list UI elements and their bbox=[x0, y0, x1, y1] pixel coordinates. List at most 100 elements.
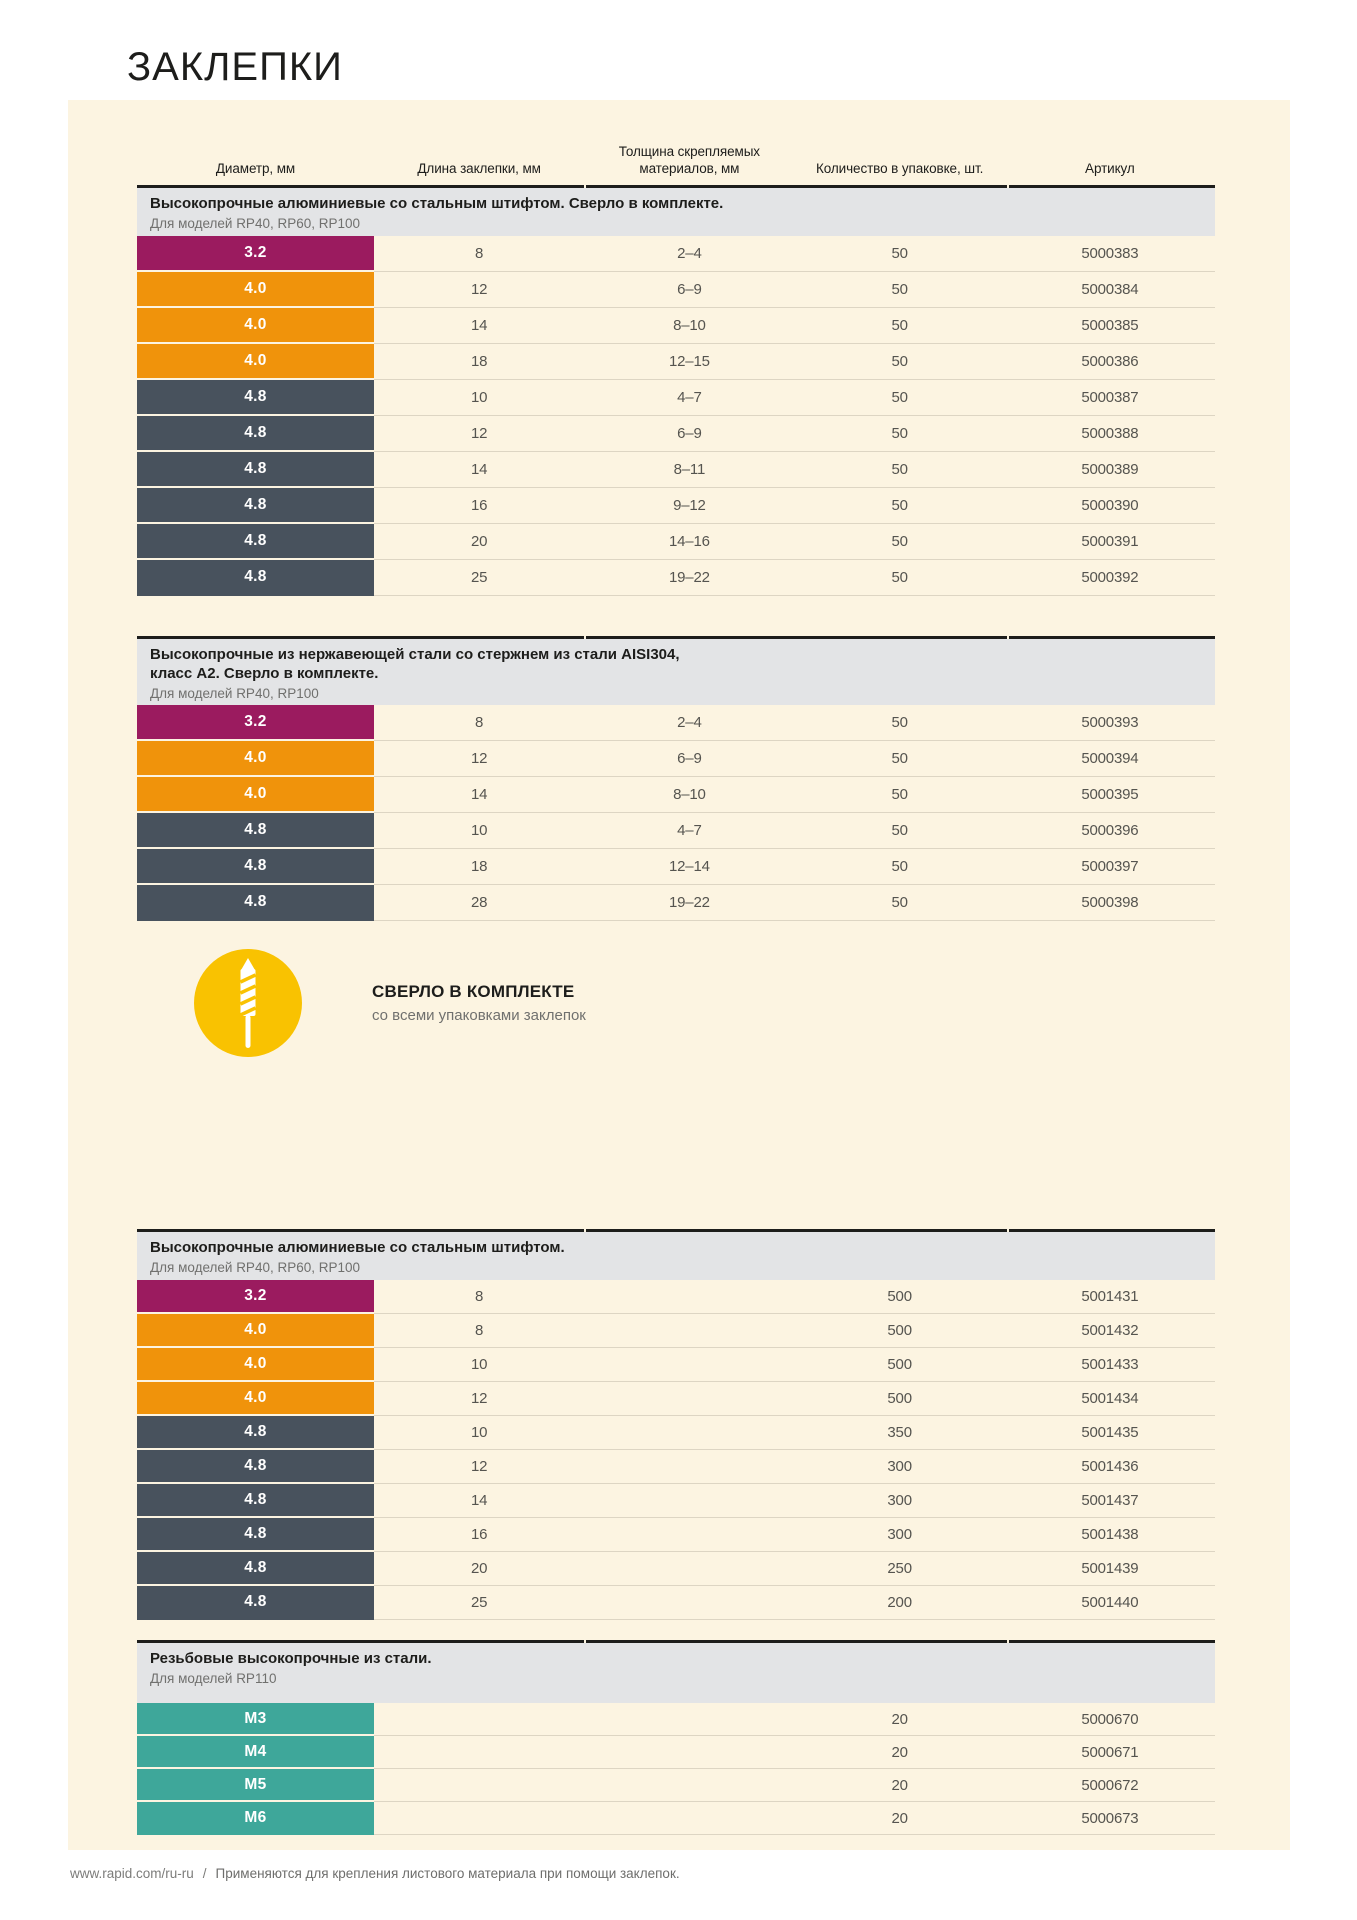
cell-article: 5000388 bbox=[1004, 416, 1215, 452]
table-row: 4.8 12 300 5001436 bbox=[137, 1450, 1215, 1484]
cell-thickness bbox=[584, 1769, 795, 1802]
footer-url[interactable]: www.rapid.com/ru-ru bbox=[70, 1866, 194, 1881]
cell-quantity: 300 bbox=[794, 1484, 1005, 1518]
section-subtitle: Для моделей RP40, RP60, RP100 bbox=[150, 215, 361, 231]
cell-thickness bbox=[584, 1314, 795, 1348]
table-row: M4 20 5000671 bbox=[137, 1736, 1215, 1769]
cell-quantity: 350 bbox=[794, 1416, 1005, 1450]
table-row: 4.0 8 500 5001432 bbox=[137, 1314, 1215, 1348]
cell-quantity: 250 bbox=[794, 1552, 1005, 1586]
drill-badge-text: СВЕРЛО В КОМПЛЕКТЕ со всеми упаковками з… bbox=[372, 982, 586, 1024]
cell-diameter: 4.0 bbox=[137, 272, 374, 308]
section-header: Резьбовые высокопрочные из стали. Для мо… bbox=[137, 1643, 1215, 1703]
section-header: Высокопрочные из нержавеющей стали со ст… bbox=[137, 639, 1215, 705]
cell-quantity: 20 bbox=[794, 1769, 1005, 1802]
cell-length: 14 bbox=[374, 308, 585, 344]
sections-top: Высокопрочные алюминиевые со стальным шт… bbox=[137, 185, 1215, 921]
cell-length: 12 bbox=[374, 1450, 585, 1484]
table-row: 4.8 10 350 5001435 bbox=[137, 1416, 1215, 1450]
table-row: 4.0 12 6–9 50 5000394 bbox=[137, 741, 1215, 777]
cell-length: 10 bbox=[374, 380, 585, 416]
cell-quantity: 300 bbox=[794, 1450, 1005, 1484]
cell-length: 16 bbox=[374, 488, 585, 524]
cell-thickness bbox=[584, 1703, 795, 1736]
cell-thickness: 12–14 bbox=[584, 849, 795, 885]
table-row: 4.8 14 300 5001437 bbox=[137, 1484, 1215, 1518]
cell-length: 18 bbox=[374, 344, 585, 380]
cell-diameter: 4.8 bbox=[137, 813, 374, 849]
cell-article: 5001436 bbox=[1004, 1450, 1215, 1484]
cell-thickness bbox=[584, 1450, 795, 1484]
cell-length: 8 bbox=[374, 1280, 585, 1314]
cell-thickness bbox=[584, 1518, 795, 1552]
cell-length: 14 bbox=[374, 777, 585, 813]
cell-thickness: 8–10 bbox=[584, 308, 795, 344]
cell-diameter: M6 bbox=[137, 1802, 374, 1835]
cell-diameter: 3.2 bbox=[137, 236, 374, 272]
cell-thickness: 19–22 bbox=[584, 560, 795, 596]
cell-diameter: 4.0 bbox=[137, 777, 374, 813]
cell-length: 10 bbox=[374, 1348, 585, 1382]
cell-thickness: 6–9 bbox=[584, 741, 795, 777]
cell-quantity: 20 bbox=[794, 1703, 1005, 1736]
cell-quantity: 300 bbox=[794, 1518, 1005, 1552]
table-row: 4.8 20 250 5001439 bbox=[137, 1552, 1215, 1586]
cell-quantity: 20 bbox=[794, 1802, 1005, 1835]
column-header-quantity: Количество в упаковке, шт. bbox=[816, 161, 984, 177]
content-panel: Диаметр, мм Длина заклепки, мм Толщина с… bbox=[68, 100, 1290, 1850]
cell-quantity: 50 bbox=[794, 813, 1005, 849]
cell-diameter: 4.8 bbox=[137, 380, 374, 416]
cell-thickness bbox=[584, 1802, 795, 1835]
cell-thickness bbox=[584, 1348, 795, 1382]
cell-quantity: 50 bbox=[794, 524, 1005, 560]
table-row: 4.0 14 8–10 50 5000395 bbox=[137, 777, 1215, 813]
cell-diameter: 4.0 bbox=[137, 1348, 374, 1382]
cell-article: 5000397 bbox=[1004, 849, 1215, 885]
section-header: Высокопрочные алюминиевые со стальным шт… bbox=[137, 188, 1215, 236]
cell-diameter: 4.8 bbox=[137, 849, 374, 885]
cell-quantity: 500 bbox=[794, 1314, 1005, 1348]
cell-thickness: 4–7 bbox=[584, 813, 795, 849]
table-row: 4.0 14 8–10 50 5000385 bbox=[137, 308, 1215, 344]
section-top-rule bbox=[137, 1640, 1215, 1643]
cell-thickness: 12–15 bbox=[584, 344, 795, 380]
section-title: Резьбовые высокопрочные из стали. bbox=[150, 1650, 432, 1667]
cell-quantity: 50 bbox=[794, 380, 1005, 416]
table-row: 4.8 28 19–22 50 5000398 bbox=[137, 885, 1215, 921]
cell-quantity: 50 bbox=[794, 560, 1005, 596]
cell-article: 5000384 bbox=[1004, 272, 1215, 308]
cell-length: 20 bbox=[374, 1552, 585, 1586]
cell-article: 5001437 bbox=[1004, 1484, 1215, 1518]
cell-length: 10 bbox=[374, 1416, 585, 1450]
table-row: 4.8 10 4–7 50 5000396 bbox=[137, 813, 1215, 849]
cell-diameter: 4.8 bbox=[137, 1484, 374, 1518]
cell-thickness bbox=[584, 1382, 795, 1416]
section-title: Высокопрочные из нержавеющей стали со ст… bbox=[150, 646, 680, 682]
section-rows: 3.2 8 2–4 50 5000383 4.0 12 6–9 50 50003… bbox=[137, 236, 1215, 596]
cell-diameter: 4.8 bbox=[137, 416, 374, 452]
table-row: 4.0 12 500 5001434 bbox=[137, 1382, 1215, 1416]
cell-thickness: 9–12 bbox=[584, 488, 795, 524]
cell-thickness bbox=[584, 1280, 795, 1314]
cell-quantity: 200 bbox=[794, 1586, 1005, 1620]
cell-article: 5001431 bbox=[1004, 1280, 1215, 1314]
cell-article: 5000385 bbox=[1004, 308, 1215, 344]
cell-quantity: 50 bbox=[794, 849, 1005, 885]
table-column-headers: Диаметр, мм Длина заклепки, мм Толщина с… bbox=[137, 138, 1215, 185]
cell-diameter: 4.0 bbox=[137, 308, 374, 344]
drill-included-badge: СВЕРЛО В КОМПЛЕКТЕ со всеми упаковками з… bbox=[194, 948, 1215, 1058]
cell-article: 5001440 bbox=[1004, 1586, 1215, 1620]
cell-diameter: 3.2 bbox=[137, 1280, 374, 1314]
cell-quantity: 50 bbox=[794, 272, 1005, 308]
cell-diameter: 4.8 bbox=[137, 452, 374, 488]
cell-article: 5000390 bbox=[1004, 488, 1215, 524]
cell-quantity: 20 bbox=[794, 1736, 1005, 1769]
cell-thickness bbox=[584, 1586, 795, 1620]
footer-separator: / bbox=[202, 1866, 207, 1881]
cell-quantity: 50 bbox=[794, 416, 1005, 452]
cell-diameter: M5 bbox=[137, 1769, 374, 1802]
cell-article: 5000389 bbox=[1004, 452, 1215, 488]
cell-article: 5000670 bbox=[1004, 1703, 1215, 1736]
table-row: M5 20 5000672 bbox=[137, 1769, 1215, 1802]
table-row: 4.8 16 9–12 50 5000390 bbox=[137, 488, 1215, 524]
